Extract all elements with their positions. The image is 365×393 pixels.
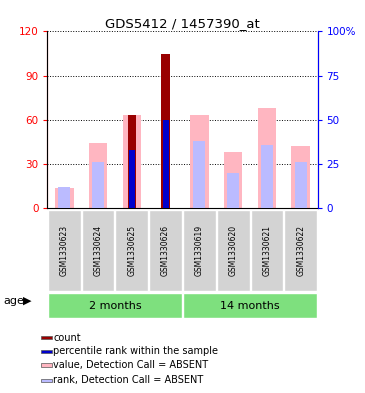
Text: ▶: ▶ — [23, 296, 32, 306]
Text: percentile rank within the sample: percentile rank within the sample — [53, 346, 218, 356]
Text: GSM1330623: GSM1330623 — [60, 225, 69, 276]
Bar — [149, 210, 182, 291]
Text: GSM1330626: GSM1330626 — [161, 225, 170, 276]
Bar — [258, 108, 276, 208]
Text: value, Detection Call = ABSENT: value, Detection Call = ABSENT — [53, 360, 208, 370]
Bar — [227, 173, 239, 208]
Text: GSM1330619: GSM1330619 — [195, 225, 204, 276]
Bar — [128, 116, 136, 208]
Text: GSM1330621: GSM1330621 — [262, 225, 272, 276]
Text: GSM1330625: GSM1330625 — [127, 225, 137, 276]
Bar — [82, 210, 115, 291]
Bar — [295, 162, 307, 208]
Bar — [41, 378, 52, 382]
Bar — [183, 293, 317, 318]
Bar — [291, 146, 310, 208]
Bar — [217, 210, 250, 291]
Bar — [261, 145, 273, 208]
Title: GDS5412 / 1457390_at: GDS5412 / 1457390_at — [105, 17, 260, 30]
Bar — [193, 141, 205, 208]
Bar — [58, 187, 70, 208]
Bar — [41, 350, 52, 353]
Bar — [115, 210, 148, 291]
Text: GSM1330624: GSM1330624 — [93, 225, 103, 276]
Text: 2 months: 2 months — [89, 301, 141, 310]
Bar — [162, 120, 169, 208]
Bar — [250, 210, 283, 291]
Bar — [41, 364, 52, 367]
Bar — [89, 143, 107, 208]
Bar — [92, 162, 104, 208]
Text: GSM1330622: GSM1330622 — [296, 225, 305, 276]
Bar — [183, 210, 216, 291]
Bar — [48, 210, 81, 291]
Bar — [190, 116, 209, 208]
Text: rank, Detection Call = ABSENT: rank, Detection Call = ABSENT — [53, 375, 204, 385]
Bar — [48, 293, 182, 318]
Bar — [41, 336, 52, 339]
Bar — [129, 150, 135, 208]
Bar — [55, 188, 74, 208]
Text: GSM1330620: GSM1330620 — [228, 225, 238, 276]
Bar — [161, 53, 170, 208]
Text: age: age — [4, 296, 24, 306]
Text: 14 months: 14 months — [220, 301, 280, 310]
Bar — [224, 152, 242, 208]
Bar — [284, 210, 317, 291]
Text: count: count — [53, 332, 81, 343]
Bar — [123, 116, 141, 208]
